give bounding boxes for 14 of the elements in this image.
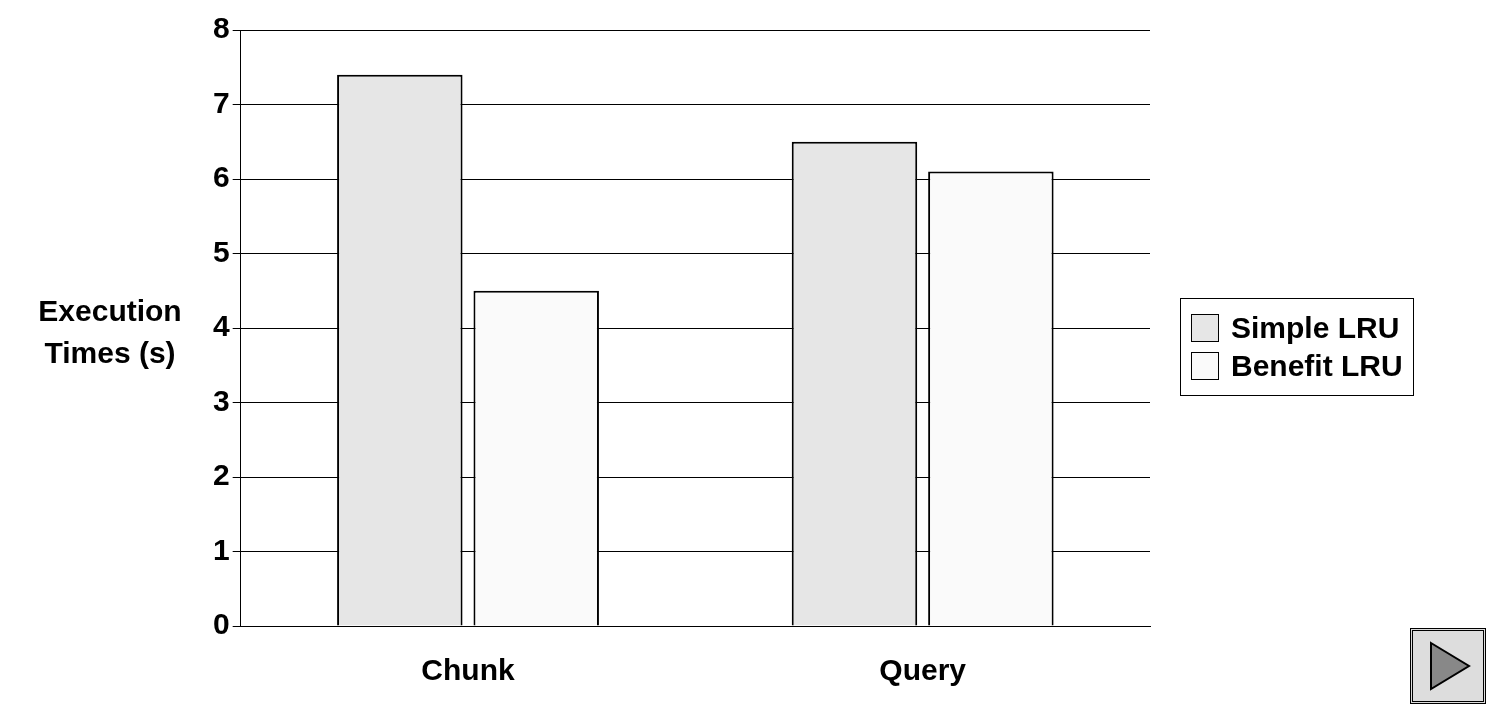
text: Benefit LRU [1231,349,1403,383]
y-tick-label: 0 [213,607,230,641]
x-tick-label: Chunk [421,653,515,687]
y-tick-label: 6 [213,160,230,194]
legend-label: Simple LRU [1231,311,1400,345]
y-tick-label: 3 [213,383,230,417]
y-tick-label: 4 [213,309,230,343]
y-tick-label: 2 [213,458,230,492]
y-axis-title: Execution Times (s) [37,293,183,371]
y-tick-label: 7 [213,85,230,119]
y-tick-label: 8 [213,11,230,45]
y-tick-label: 5 [213,234,230,268]
x-tick-label: Query [879,653,967,687]
y-tick-label: 1 [213,532,230,566]
